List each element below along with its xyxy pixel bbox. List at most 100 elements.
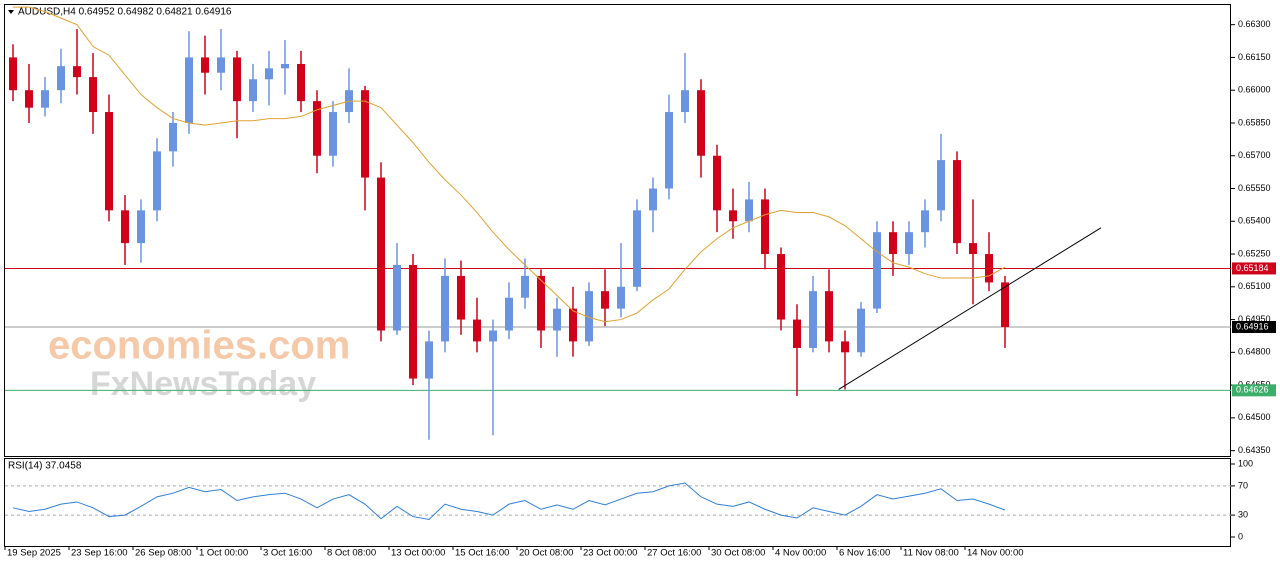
x-tick-label: 1 Oct 00:00: [199, 548, 248, 559]
watermark: FxNewsToday: [90, 365, 316, 403]
y-tick-label: 0.66000: [1238, 85, 1271, 95]
y-tick-label: 0.64350: [1238, 445, 1271, 455]
candle-body: [697, 90, 705, 156]
x-tick-label: 11 Nov 08:00: [903, 548, 959, 559]
level-label: 0.64626: [1236, 385, 1269, 395]
y-tick-label: 0.64500: [1238, 412, 1271, 422]
candle-body: [953, 160, 961, 244]
candle-body: [9, 57, 17, 91]
candle-body: [25, 90, 33, 108]
y-tick-label: 0.65850: [1238, 117, 1271, 127]
candle-body: [985, 254, 993, 283]
candle-body: [121, 210, 129, 244]
candle-body: [457, 275, 465, 320]
candle-body: [681, 90, 689, 113]
y-tick-label: 0.64800: [1238, 347, 1271, 357]
candle-body: [313, 101, 321, 156]
x-tick-label: 13 Oct 00:00: [391, 548, 445, 559]
candle-body: [809, 291, 817, 348]
watermark: economies.com: [48, 324, 350, 368]
candle-body: [441, 275, 449, 342]
candle-body: [361, 90, 369, 178]
moving-average: [13, 6, 1006, 323]
candle-body: [713, 155, 721, 211]
candle-body: [857, 308, 865, 353]
candle-body: [617, 286, 625, 309]
x-tick-label: 20 Oct 08:00: [519, 548, 573, 559]
candle-body: [281, 63, 289, 69]
level-label: 0.64916: [1236, 321, 1269, 331]
candle-body: [297, 63, 305, 102]
candle-body: [521, 275, 529, 298]
y-tick-label: 0.65100: [1238, 281, 1271, 291]
candle-body: [201, 57, 209, 73]
y-tick-label: 0.65700: [1238, 150, 1271, 160]
candle-body: [777, 254, 785, 320]
rsi-title: RSI(14) 37.0458: [8, 461, 82, 472]
x-tick-label: 30 Oct 08:00: [711, 548, 765, 559]
candle-body: [265, 68, 273, 80]
candle-body: [217, 57, 225, 73]
candle-body: [905, 232, 913, 255]
x-tick-label: 14 Nov 00:00: [967, 548, 1024, 559]
candle-body: [553, 308, 561, 331]
candle-body: [185, 57, 193, 123]
x-tick-label: 6 Nov 16:00: [839, 548, 890, 559]
candle-body: [425, 341, 433, 379]
candle-body: [729, 210, 737, 222]
candle-body: [73, 66, 81, 78]
candle-body: [585, 291, 593, 342]
candle-body: [105, 112, 113, 211]
main-panel: [4, 4, 1231, 457]
y-tick-label: 0.66300: [1238, 19, 1271, 29]
candle-body: [377, 177, 385, 331]
y-tick-label: 0.65550: [1238, 183, 1271, 193]
y-tick-label: 0.65250: [1238, 248, 1271, 258]
candle-body: [761, 199, 769, 255]
level-box: [1232, 320, 1276, 333]
candle-body: [841, 341, 849, 353]
y-tick-label: 0.65400: [1238, 216, 1271, 226]
candle-body: [889, 232, 897, 255]
candle-body: [393, 264, 401, 331]
candle-body: [489, 330, 497, 342]
x-tick-label: 15 Oct 16:00: [455, 548, 509, 559]
candle-body: [329, 112, 337, 156]
x-tick-label: 19 Sep 2025: [7, 548, 61, 559]
rsi-panel: [4, 458, 1231, 547]
x-tick-label: 23 Sep 16:00: [71, 548, 128, 559]
trendline: [838, 227, 1102, 390]
y-tick-label: 0.64950: [1238, 314, 1271, 324]
menu-arrow: [8, 10, 14, 14]
candle-body: [233, 57, 241, 102]
rsi-tick-label: 30: [1238, 509, 1248, 519]
level-label: 0.65184: [1236, 263, 1269, 273]
candle-body: [633, 210, 641, 287]
candle-body: [937, 160, 945, 211]
candle-body: [41, 90, 49, 108]
candle-body: [249, 79, 257, 102]
rsi-tick-label: 70: [1238, 480, 1248, 490]
candle-body: [137, 210, 145, 244]
candle-body: [169, 122, 177, 152]
rsi-line: [12, 482, 1006, 521]
level-box: [1232, 262, 1276, 275]
candle-body: [649, 188, 657, 211]
candle-body: [873, 232, 881, 309]
candle-body: [505, 297, 513, 331]
chart-title: AUDUSD,H4 0.64952 0.64982 0.64821 0.6491…: [18, 7, 232, 18]
candle-body: [473, 319, 481, 342]
candle-body: [969, 243, 977, 255]
candle-body: [921, 210, 929, 233]
candle-body: [89, 77, 97, 113]
level-box: [1232, 384, 1276, 397]
rsi-tick-label: 0: [1238, 531, 1243, 541]
candle-body: [665, 112, 673, 189]
x-tick-label: 23 Oct 00:00: [583, 548, 637, 559]
x-tick-label: 27 Oct 16:00: [647, 548, 701, 559]
x-tick-label: 4 Nov 00:00: [775, 548, 826, 559]
candle-body: [153, 151, 161, 211]
rsi-tick-label: 100: [1238, 458, 1253, 468]
